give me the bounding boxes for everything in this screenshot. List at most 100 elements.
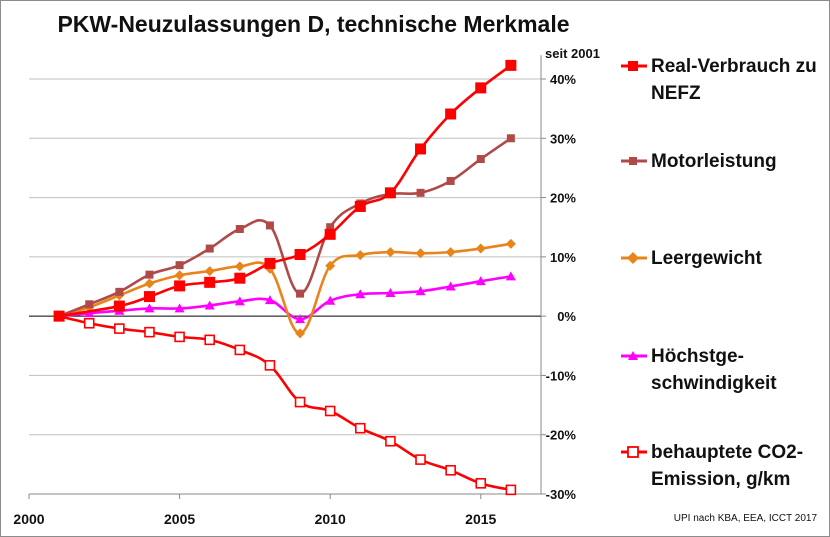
y-tick-label: -30% [546,487,577,502]
series-0-point [174,280,186,292]
series-4-point [505,484,517,496]
x-tick-label: 2010 [315,511,346,527]
series-1-point [506,134,515,143]
legend-label-hoechstgeschwindigkeit: Höchstge- schwindigkeit [651,343,830,397]
series-2-point [174,270,185,281]
series-2-line [58,242,512,335]
y-tick-label: -20% [546,428,577,443]
series-1-point [416,188,425,197]
series-2-point [415,248,426,259]
series-1-line [58,137,512,318]
series-3-point [325,295,336,305]
series-2-point [445,247,456,258]
series-0-point [354,200,366,212]
legend-label-motorleistung: Motorleistung [651,151,777,172]
series-2-point [204,266,215,277]
series-4-point [445,464,456,476]
series-0-point [445,108,457,120]
legend-item-leergewicht: Leergewicht [619,245,830,272]
y-unit-label: seit 2001 [545,46,600,61]
legend-label-co2-emission: behauptete CO2- Emission, g/km [651,439,830,493]
source-note: UPI nach KBA, EEA, ICCT 2017 [673,513,817,524]
series-0-point [505,59,517,71]
y-tick-label: -10% [546,368,577,383]
legend-marker-hoechstgeschwindigkeit [621,351,647,360]
series-3-point [144,303,155,313]
series-3-point [385,288,396,298]
series-1-point [115,287,124,296]
y-tick-label: 30% [550,131,576,146]
series-4-point [114,323,125,334]
series-1-point [476,155,485,164]
series-3-point [445,281,456,291]
legend-marker-real-verbrauch [621,61,647,71]
series-4-point [354,422,366,434]
legend-label-line: Emission, g/km [651,469,791,490]
x-tick-label: 2005 [164,511,195,527]
series-0-point [204,276,216,288]
series-2-point [385,247,396,258]
legend-label-line: Höchstge- [651,346,744,367]
series-4-point [83,317,95,329]
series-3-point [234,296,245,306]
series-3-point [355,289,366,299]
x-tick-label: 2000 [13,511,44,527]
series-0-line [58,64,512,318]
series-4-point [385,435,396,447]
legend-marker-motorleistung [621,157,647,165]
series-4-point [294,396,306,408]
series-1-point [296,289,305,298]
series-1-point [175,261,184,270]
series-0-point [264,257,276,269]
series-1-point [446,176,455,185]
series-2-point [475,243,486,254]
series-2-point [144,278,155,289]
series-0-point [53,310,65,322]
y-tick-label: 40% [550,72,576,87]
series-4-point [264,360,276,371]
chart-title: PKW-Neuzulassungen D, technische Merkmal… [57,11,570,37]
legend-item-hoechstgeschwindigkeit: Höchstge- schwindigkeit [619,343,830,397]
series-0-point [143,291,155,303]
legend-label-leergewicht: Leergewicht [651,248,762,269]
series-2-point [355,250,366,261]
series-3-line [58,275,512,321]
series-2-point [295,328,306,339]
series-4-point [174,331,185,343]
series-0-point [384,187,396,199]
legend-item-motorleistung: Motorleistung [619,148,830,175]
series-0-point [475,82,487,94]
series-1-point [326,223,335,232]
legend-item-co2-emission: behauptete CO2- Emission, g/km [619,439,830,493]
series-4-point [415,454,426,465]
series-3-point [295,314,306,324]
legend-label-line: schwindigkeit [651,373,777,394]
series-0-point [294,248,306,260]
series-2-point [234,261,245,272]
series-1-point [85,300,94,309]
series-4-point [324,405,336,417]
legend-label-line: behauptete CO2- [651,442,804,463]
series-4-point [144,326,155,338]
legend-marker-leergewicht [621,252,647,264]
series-1-point [235,224,244,233]
y-tick-label: 20% [550,191,576,206]
legend-label-real-verbrauch: Real-Verbrauch zu NEFZ [651,56,817,104]
series-3-point [415,286,426,296]
series-1-point [265,221,274,230]
series-3-point [204,300,215,310]
series-3-point [174,303,185,313]
y-tick-label: 10% [550,250,576,265]
series-2-point [325,260,336,271]
legend-item-real-verbrauch: Real-Verbrauch zu NEFZ [619,53,830,107]
series-4-line [58,314,512,492]
y-tick-label: 0% [557,309,576,324]
series-2-point [505,238,516,249]
series-0-point [234,272,246,284]
series-0-point [415,143,427,155]
series-3-point [475,276,486,286]
series-4-point [234,344,246,356]
series-0-point [324,228,336,240]
